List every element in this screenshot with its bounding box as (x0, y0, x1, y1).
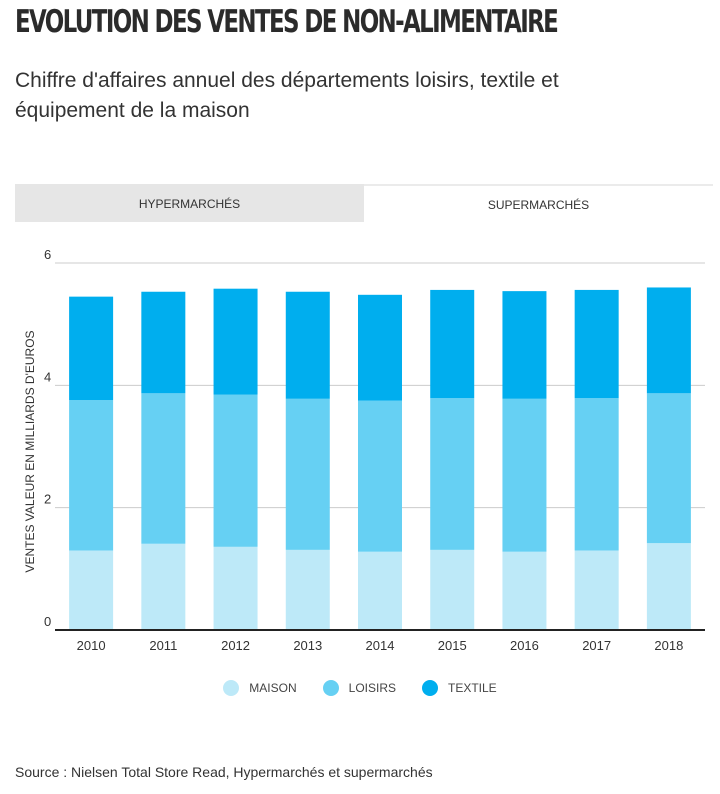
y-tick-label: 4 (44, 369, 51, 384)
bar-loisirs-2013 (285, 398, 330, 550)
legend-label-textile: TEXTILE (448, 681, 497, 695)
x-tick-label: 2018 (654, 638, 683, 653)
bar-maison-2017 (574, 550, 619, 630)
y-axis-label: VENTES VALEUR EN MILLIARDS D'EUROS (23, 330, 37, 572)
bar-loisirs-2015 (430, 398, 475, 550)
bar-maison-2014 (358, 551, 402, 630)
legend-item-maison[interactable]: MAISON (223, 680, 297, 696)
source-note: Source : Nielsen Total Store Read, Hyper… (15, 764, 433, 780)
bar-maison-2010 (69, 550, 114, 630)
bar-loisirs-2012 (213, 394, 258, 547)
x-tick-label: 2016 (510, 638, 539, 653)
y-tick-label: 0 (44, 614, 51, 629)
tab-supermarches[interactable]: SUPERMARCHÉS (364, 184, 713, 222)
bar-textile-2012 (213, 288, 258, 395)
bar-loisirs-2017 (574, 398, 619, 551)
bar-maison-2016 (502, 551, 547, 630)
bar-loisirs-2011 (141, 393, 186, 544)
bar-loisirs-2010 (69, 400, 114, 551)
x-tick-label: 2015 (438, 638, 467, 653)
legend-dot-textile (422, 680, 438, 696)
page-subtitle: Chiffre d'affaires annuel des départemen… (15, 69, 559, 122)
bar-textile-2014 (358, 294, 402, 401)
bar-textile-2013 (285, 291, 330, 399)
bar-textile-2016 (502, 291, 547, 399)
legend-item-textile[interactable]: TEXTILE (422, 680, 497, 696)
bar-textile-2017 (574, 289, 619, 399)
bar-maison-2012 (213, 546, 258, 630)
y-tick-label: 2 (44, 492, 51, 507)
bar-maison-2013 (285, 549, 330, 630)
y-tick-label: 6 (44, 247, 51, 262)
bar-textile-2011 (141, 291, 186, 394)
x-tick-label: 2017 (582, 638, 611, 653)
x-tick-label: 2010 (77, 638, 106, 653)
bar-textile-2018 (646, 287, 691, 394)
legend-item-loisirs[interactable]: LOISIRS (322, 680, 396, 696)
x-tick-label: 2014 (366, 638, 395, 653)
bar-maison-2018 (646, 543, 691, 630)
x-tick-label: 2011 (149, 638, 177, 653)
stacked-bar-chart: 0 2 4 6 VENTES VALEUR EN MILLIARDS D'EUROS 20… (23, 247, 705, 653)
market-tabs: HYPERMARCHÉS SUPERMARCHÉS (15, 184, 713, 222)
legend-dot-maison (223, 680, 240, 696)
bar-loisirs-2016 (502, 398, 547, 552)
bar-maison-2015 (430, 549, 475, 630)
bar-maison-2011 (141, 543, 186, 630)
tab-hypermarches[interactable]: HYPERMARCHÉS (138, 197, 241, 211)
legend-label-maison: MAISON (249, 681, 297, 695)
legend-dot-loisirs (322, 680, 339, 696)
bar-textile-2015 (430, 289, 475, 399)
x-tick-label: 2013 (293, 638, 322, 653)
bar-loisirs-2014 (358, 400, 402, 552)
legend-label-loisirs: LOISIRS (348, 681, 396, 695)
chart-legend: MAISON LOISIRS TEXTILE (0, 680, 720, 696)
x-tick-label: 2012 (221, 638, 250, 653)
bar-textile-2010 (69, 296, 114, 401)
page-title: EVOLUTION DES VENTES DE NON-ALIMENTAIRE (15, 4, 559, 40)
bar-loisirs-2018 (646, 393, 691, 544)
